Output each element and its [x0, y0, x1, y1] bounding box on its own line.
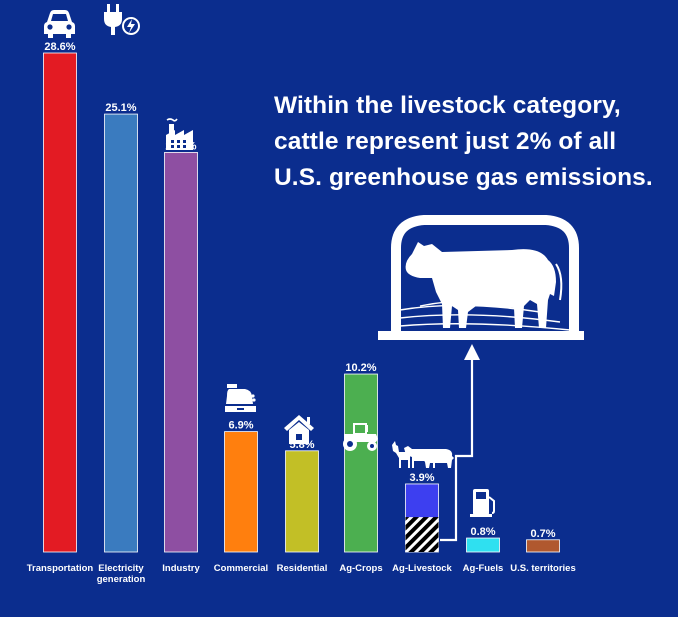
category-label-ag-fuels: Ag-Fuels — [463, 563, 504, 574]
annotation-line-3: U.S. greenhouse gas emissions. — [274, 164, 653, 191]
bar-electricity-generation — [104, 113, 138, 553]
bar-commercial — [224, 431, 258, 553]
fuel-pump-icon — [470, 489, 495, 517]
bar-ag-crops — [344, 373, 378, 553]
tractor-icon — [343, 423, 378, 451]
category-label-ag-livestock: Ag-Livestock — [392, 563, 452, 574]
factory-icon — [166, 118, 193, 150]
value-label-u-s-territories: 0.7% — [530, 528, 555, 540]
cash-register-icon — [225, 384, 256, 412]
category-label-transportation: Transportation — [27, 563, 94, 574]
value-label-ag-livestock: 3.9% — [409, 472, 434, 484]
car-icon — [44, 10, 75, 38]
cow-illustration — [378, 215, 584, 340]
livestock-icon — [392, 441, 454, 468]
plug-icon — [104, 4, 140, 35]
icons-group — [44, 4, 495, 517]
cow-icon — [405, 242, 556, 328]
category-label-commercial: Commercial — [214, 563, 268, 574]
cattle-segment — [405, 517, 439, 552]
annotation-line-2: cattle represent just 2% of all — [274, 128, 617, 155]
category-label-electricity-generation: Electricity generation — [97, 563, 146, 585]
bar-transportation — [43, 52, 77, 553]
value-label-ag-fuels: 0.8% — [470, 526, 495, 538]
value-label-transportation: 28.6% — [44, 41, 75, 53]
barn-frame — [391, 215, 579, 334]
house-icon — [284, 415, 314, 444]
bar-industry — [164, 152, 198, 553]
value-label-ag-crops: 10.2% — [345, 362, 376, 374]
category-labels-group: Transportation Electricity generation Indus… — [27, 563, 576, 585]
bar-ag-fuels — [466, 537, 500, 553]
callout-arrow — [440, 344, 480, 542]
category-label-ag-crops: Ag-Crops — [339, 563, 382, 574]
bars-group — [43, 52, 560, 553]
category-label-industry: Industry — [162, 563, 200, 574]
bar-u-s-territories — [526, 539, 560, 553]
category-label-u-s-territories: U.S. territories — [510, 563, 575, 574]
barn-base — [378, 331, 584, 340]
annotation-line-1: Within the livestock category, — [274, 92, 621, 119]
value-label-electricity-generation: 25.1% — [105, 102, 136, 114]
bar-residential — [285, 450, 319, 553]
category-label-residential: Residential — [277, 563, 328, 574]
value-label-commercial: 6.9% — [228, 420, 253, 432]
annotation-text: Within the livestock category, cattle re… — [274, 88, 674, 196]
